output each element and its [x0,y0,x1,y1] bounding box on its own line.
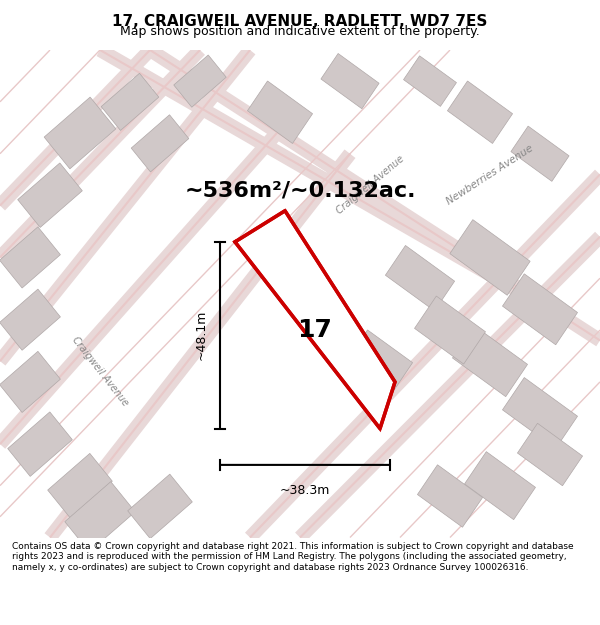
Polygon shape [511,126,569,181]
Polygon shape [131,115,189,172]
Text: Newberries Avenue: Newberries Avenue [445,142,535,206]
Polygon shape [448,81,512,144]
Polygon shape [44,97,116,169]
Polygon shape [174,55,226,108]
Text: Craigweil Avenue: Craigweil Avenue [70,335,130,408]
Polygon shape [502,378,578,449]
Text: Craigweil Avenue: Craigweil Avenue [334,154,406,216]
Text: 17, CRAIGWEIL AVENUE, RADLETT, WD7 7ES: 17, CRAIGWEIL AVENUE, RADLETT, WD7 7ES [112,14,488,29]
Polygon shape [0,351,61,413]
Polygon shape [450,219,530,295]
Polygon shape [347,330,413,392]
Polygon shape [415,296,485,364]
Polygon shape [17,163,82,228]
Polygon shape [0,227,61,288]
Polygon shape [502,274,578,345]
Text: Map shows position and indicative extent of the property.: Map shows position and indicative extent… [120,24,480,38]
Polygon shape [418,465,482,528]
Polygon shape [0,289,61,350]
Polygon shape [321,54,379,109]
Text: Contains OS data © Crown copyright and database right 2021. This information is : Contains OS data © Crown copyright and d… [12,542,574,572]
Polygon shape [8,412,73,476]
Polygon shape [65,482,135,552]
Polygon shape [235,211,395,429]
Text: 17: 17 [298,318,332,342]
Polygon shape [101,73,159,131]
Polygon shape [47,453,112,518]
Text: ~48.1m: ~48.1m [195,310,208,361]
Polygon shape [128,474,193,539]
Polygon shape [452,326,527,397]
Polygon shape [247,81,313,144]
Polygon shape [385,246,455,311]
Text: ~536m²/~0.132ac.: ~536m²/~0.132ac. [184,180,416,200]
Polygon shape [517,423,583,486]
Text: ~38.3m: ~38.3m [280,484,330,497]
Polygon shape [404,56,457,106]
Polygon shape [464,452,535,519]
